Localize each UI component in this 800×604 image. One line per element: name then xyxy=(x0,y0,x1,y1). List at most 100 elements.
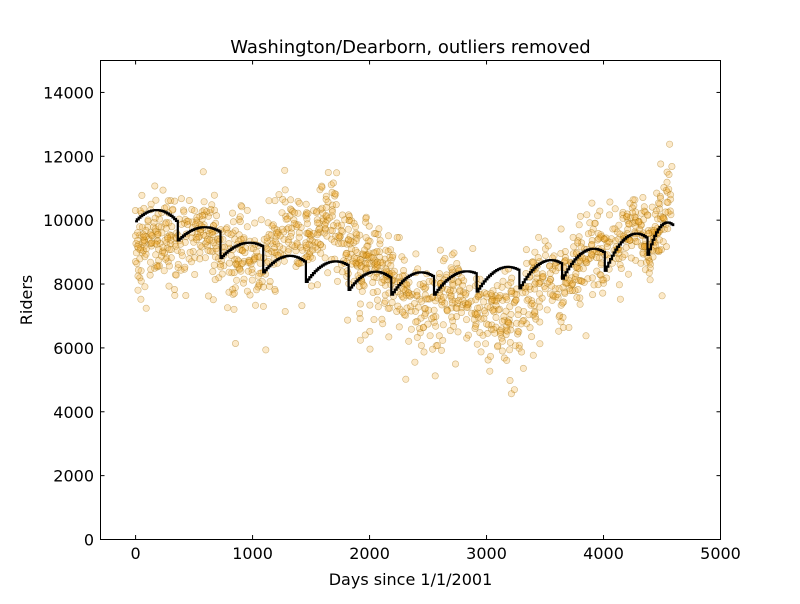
scatter-point xyxy=(600,235,608,243)
scatter-point xyxy=(578,239,586,247)
scatter-point xyxy=(536,278,544,286)
scatter-point xyxy=(626,236,634,244)
scatter-point xyxy=(588,274,596,282)
scatter-point xyxy=(513,319,521,327)
scatter-point xyxy=(362,214,370,222)
scatter-point xyxy=(330,238,338,246)
scatter-point xyxy=(574,239,582,247)
scatter-point xyxy=(631,213,639,221)
scatter-point xyxy=(322,203,330,211)
scatter-point xyxy=(259,283,267,291)
scatter-point xyxy=(582,257,590,265)
scatter-point xyxy=(456,286,464,294)
scatter-point xyxy=(665,171,673,179)
plot-frame xyxy=(100,60,721,540)
scatter-point xyxy=(597,271,605,279)
scatter-point xyxy=(141,283,149,291)
scatter-point xyxy=(536,340,544,348)
scatter-point xyxy=(651,210,659,218)
scatter-point xyxy=(428,294,436,302)
scatter-point xyxy=(378,261,386,269)
scatter-point xyxy=(628,219,636,227)
scatter-point xyxy=(345,217,353,225)
scatter-point xyxy=(449,286,457,294)
scatter-point xyxy=(230,289,238,297)
scatter-point xyxy=(271,285,279,293)
scatter-point xyxy=(338,211,346,219)
scatter-point xyxy=(335,232,343,240)
scatter-point xyxy=(209,247,217,255)
scatter-point xyxy=(629,196,637,204)
scatter-point xyxy=(352,229,360,237)
scatter-point xyxy=(498,337,506,345)
scatter-point xyxy=(303,209,311,217)
scatter-point xyxy=(453,259,461,267)
scatter-point xyxy=(138,223,146,231)
scatter-point xyxy=(395,273,403,281)
scatter-point xyxy=(514,306,522,314)
scatter-point xyxy=(472,320,480,328)
scatter-point xyxy=(659,238,667,246)
scatter-point xyxy=(335,234,343,242)
scatter-point xyxy=(576,276,584,284)
scatter-point xyxy=(496,327,504,335)
scatter-point xyxy=(528,258,536,266)
scatter-point xyxy=(237,260,245,268)
scatter-point xyxy=(465,284,473,292)
scatter-point xyxy=(290,219,298,227)
scatter-point xyxy=(177,266,185,274)
scatter-point xyxy=(376,240,384,248)
scatter-point xyxy=(196,249,204,257)
scatter-point xyxy=(481,309,489,317)
scatter-point xyxy=(231,227,239,235)
scatter-point xyxy=(594,230,602,238)
scatter-point xyxy=(223,224,231,232)
scatter-point xyxy=(622,244,630,252)
scatter-point xyxy=(248,265,256,273)
scatter-point xyxy=(347,237,355,245)
scatter-point xyxy=(321,221,329,229)
scatter-point xyxy=(254,272,262,280)
scatter-point xyxy=(344,316,352,324)
scatter-point xyxy=(632,222,640,230)
scatter-point xyxy=(655,236,663,244)
scatter-point xyxy=(357,262,365,270)
scatter-point xyxy=(147,240,155,248)
scatter-point xyxy=(567,281,575,289)
y-tick-label: 2000 xyxy=(53,467,94,486)
scatter-point xyxy=(224,304,232,312)
scatter-point xyxy=(388,298,396,306)
scatter-point xyxy=(152,251,160,259)
scatter-point xyxy=(267,237,275,245)
scatter-point xyxy=(432,322,440,330)
scatter-point xyxy=(200,198,208,206)
scatter-point xyxy=(186,248,194,256)
scatter-point xyxy=(443,285,451,293)
scatter-point xyxy=(229,229,237,237)
scatter-point xyxy=(546,262,554,270)
scatter-point xyxy=(362,213,370,221)
scatter-point xyxy=(382,265,390,273)
scatter-point xyxy=(493,282,501,290)
scatter-point xyxy=(358,287,366,295)
scatter-point xyxy=(664,225,672,233)
scatter-point xyxy=(283,225,291,233)
scatter-point xyxy=(625,220,633,228)
scatter-point xyxy=(430,306,438,314)
scatter-point xyxy=(148,242,156,250)
scatter-point xyxy=(498,347,506,355)
scatter-point xyxy=(342,251,350,259)
scatter-point xyxy=(317,241,325,249)
scatter-point xyxy=(280,228,288,236)
scatter-point xyxy=(596,207,604,215)
scatter-point xyxy=(181,216,189,224)
scatter-point xyxy=(313,216,321,224)
scatter-point xyxy=(280,235,288,243)
scatter-point xyxy=(265,230,273,238)
scatter-point xyxy=(486,352,494,360)
scatter-point xyxy=(663,168,671,176)
scatter-point xyxy=(413,333,421,341)
scatter-point xyxy=(626,236,634,244)
scatter-point xyxy=(177,195,185,203)
scatter-point xyxy=(294,197,302,205)
